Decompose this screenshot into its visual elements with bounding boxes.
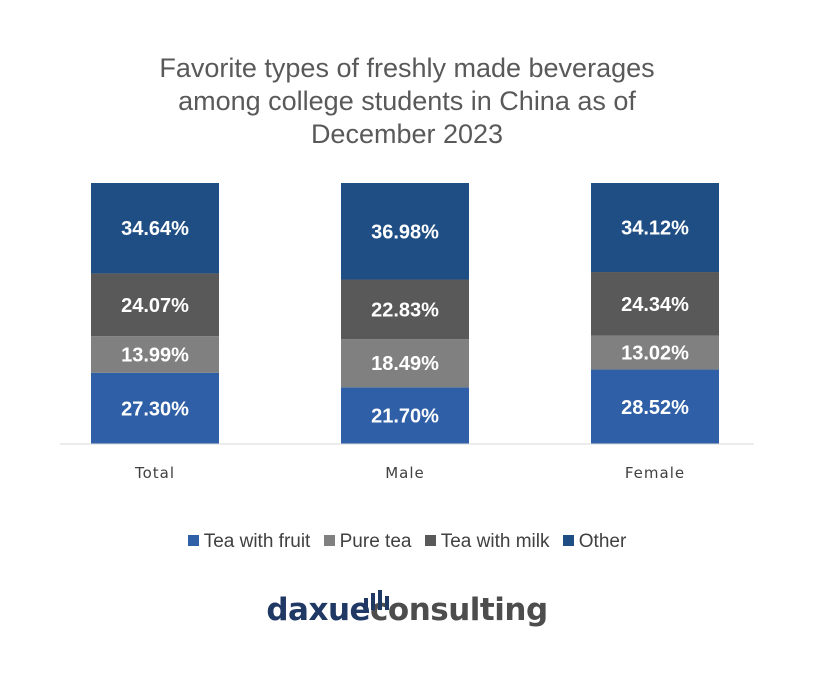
data-label: 13.99% [121, 344, 189, 366]
chart-title-line-3: December 2023 [310, 119, 504, 149]
category-labels-layer: Total Male Female [134, 464, 685, 482]
legend-label: Other [578, 531, 627, 552]
category-label-total: Total [134, 464, 175, 482]
bar-segment-tea-with-fruit-total [91, 372, 219, 444]
bar-segment-tea-with-milk-male [341, 279, 469, 340]
legend-item-other: Other [562, 531, 627, 553]
data-labels-layer: 27.30% 13.99% 24.07% 34.64% 21.70% 18.49% 22.8… [121, 218, 689, 428]
category-label-male: Male [385, 464, 425, 482]
legend-item-tea-with-fruit: Tea with fruit [187, 531, 311, 553]
legend-item-tea-with-milk: Tea with milk [424, 531, 550, 553]
bar-segment-pure-tea-female [591, 335, 719, 370]
bar-segment-pure-tea-male [341, 339, 469, 388]
logo-text-daxue: daxue [266, 592, 371, 628]
legend-swatch [424, 535, 436, 546]
legend-item-pure-tea: Pure tea [323, 531, 412, 553]
data-label: 18.49% [371, 353, 439, 375]
legend-label: Tea with fruit [203, 531, 311, 552]
legend-swatch [323, 535, 335, 546]
legend-label: Pure tea [339, 531, 412, 552]
data-label: 36.98% [371, 221, 439, 243]
data-label: 34.12% [621, 218, 689, 240]
bar-segment-pure-tea-total [91, 336, 219, 373]
data-label: 24.07% [121, 295, 189, 317]
chart-title-line-1: Favorite types of freshly made beverages [159, 53, 655, 83]
bar-segment-other-female [591, 183, 719, 273]
legend: Tea with fruit Pure tea Tea with milk Ot… [0, 531, 814, 553]
bar-segment-tea-with-fruit-female [591, 369, 719, 444]
data-label: 22.83% [371, 299, 439, 321]
chart-title-line-2: among college students in China as of [178, 86, 636, 116]
legend-swatch [562, 535, 574, 546]
logo-bars-icon [364, 590, 389, 610]
chart-title: Favorite types of freshly made beverages… [0, 52, 814, 151]
category-label-female: Female [625, 464, 685, 482]
data-label: 28.52% [621, 397, 689, 419]
data-label: 24.34% [621, 294, 689, 316]
data-label: 34.64% [121, 218, 189, 240]
bar-segment-other-male [341, 183, 469, 280]
legend-label: Tea with milk [440, 531, 550, 552]
bar-segment-tea-with-fruit-male [341, 387, 469, 444]
legend-swatch [187, 535, 199, 546]
stacked-bar-chart: 27.30% 13.99% 24.07% 34.64% 21.70% 18.49% 22.8… [60, 183, 754, 482]
data-label: 13.02% [621, 343, 689, 365]
bar-segment-tea-with-milk-female [591, 272, 719, 336]
logo-text-consulting: consulting [370, 592, 548, 628]
bar-segment-tea-with-milk-total [91, 273, 219, 337]
data-label: 27.30% [121, 398, 189, 420]
data-label: 21.70% [371, 406, 439, 428]
bar-segment-other-total [91, 183, 219, 274]
bars-layer [91, 183, 719, 444]
daxue-consulting-logo: daxueconsulting [0, 590, 814, 628]
